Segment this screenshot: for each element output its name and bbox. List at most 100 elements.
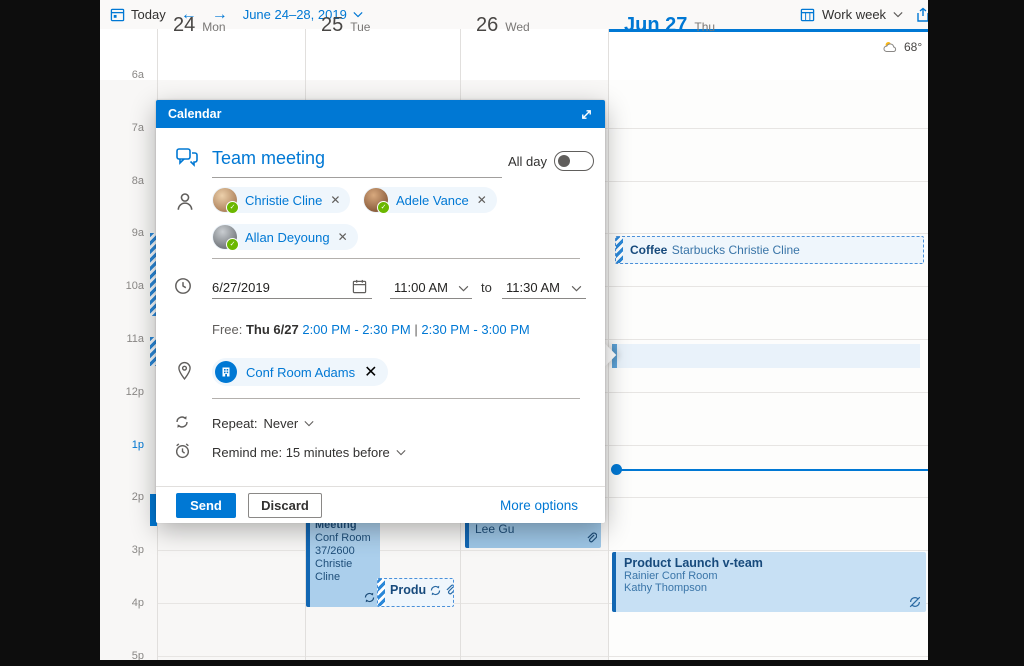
discard-button[interactable]: Discard bbox=[248, 493, 322, 518]
remove-attendee-icon[interactable]: ✕ bbox=[476, 193, 487, 207]
location-pill[interactable]: Conf Room Adams ✕ bbox=[212, 358, 388, 386]
day-header-thu[interactable]: Jun 27 Thu bbox=[624, 14, 715, 37]
reminder-dropdown[interactable]: Remind me: 15 minutes before bbox=[212, 445, 406, 460]
remove-attendee-icon[interactable]: ✕ bbox=[330, 193, 341, 207]
availability-suggestions: Free: Thu 6/27 2:00 PM - 2:30 PM | 2:30 … bbox=[212, 322, 530, 337]
event-title: Coffee bbox=[630, 243, 668, 257]
temperature-label: 68° bbox=[904, 40, 923, 54]
calendar-today-icon bbox=[110, 7, 125, 22]
recurring-icon bbox=[363, 591, 376, 604]
remove-attendee-icon[interactable]: ✕ bbox=[337, 230, 348, 244]
day-number: Jun 27 bbox=[624, 14, 688, 36]
event-product-launch[interactable]: Product Launch v-team Rainier Conf Room … bbox=[612, 552, 926, 612]
location-pin-icon bbox=[176, 361, 193, 381]
more-options-link[interactable]: More options bbox=[500, 498, 579, 513]
clock-icon bbox=[174, 277, 192, 295]
event-location: Rainier Conf Room bbox=[624, 570, 718, 582]
previous-week-button[interactable]: ← bbox=[180, 5, 197, 23]
time-label: 10a bbox=[125, 280, 144, 293]
reminder-icon bbox=[174, 442, 191, 459]
date-field[interactable]: 6/27/2019 bbox=[212, 280, 270, 295]
toolbar-right-group: Work week bbox=[800, 0, 903, 29]
current-time-line bbox=[617, 469, 928, 471]
weather-forecast[interactable]: 68° bbox=[882, 40, 922, 54]
suggested-slot-link[interactable]: 2:00 PM - 2:30 PM bbox=[302, 322, 411, 337]
chevron-down-icon[interactable] bbox=[571, 285, 582, 292]
partly-cloudy-icon bbox=[882, 40, 900, 54]
day-header-wed[interactable]: 26 Wed bbox=[476, 14, 530, 37]
time-label: 12p bbox=[125, 385, 144, 398]
next-week-button[interactable]: → bbox=[211, 5, 228, 23]
chevron-down-icon[interactable] bbox=[893, 11, 903, 18]
popup-titlebar[interactable]: Calendar bbox=[156, 100, 605, 128]
remove-location-icon[interactable]: ✕ bbox=[364, 364, 378, 381]
avatar: ✓ bbox=[364, 188, 390, 214]
all-day-label: All day bbox=[508, 154, 548, 169]
day-header-tue[interactable]: 25 Tue bbox=[321, 14, 370, 37]
tentative-event-edge bbox=[150, 233, 157, 316]
chevron-down-icon bbox=[396, 449, 406, 456]
to-label: to bbox=[481, 280, 492, 295]
share-icon[interactable] bbox=[915, 7, 928, 23]
view-selector[interactable]: Work week bbox=[822, 7, 887, 22]
day-number: 25 bbox=[321, 14, 344, 36]
reminder-label: Remind me: 15 minutes before bbox=[212, 445, 390, 460]
repeat-label: Repeat: bbox=[212, 416, 258, 431]
time-label: 7a bbox=[131, 121, 144, 134]
chevron-down-icon[interactable] bbox=[458, 285, 469, 292]
attendee-name: Adele Vance bbox=[396, 192, 469, 208]
day-name: Mon bbox=[202, 20, 226, 34]
hour-gridline bbox=[157, 603, 928, 604]
week-view-icon bbox=[800, 7, 815, 22]
section-divider bbox=[212, 258, 580, 259]
hour-gridline bbox=[157, 550, 928, 552]
date-field-underline bbox=[212, 298, 372, 299]
event-organizer-line: Cline bbox=[315, 571, 341, 583]
today-button[interactable]: Today bbox=[110, 7, 166, 22]
today-column-accent bbox=[608, 29, 928, 32]
free-day: Thu 6/27 bbox=[245, 322, 299, 337]
time-label: 5p bbox=[131, 649, 144, 660]
date-range-picker[interactable]: June 24–28, 2019 bbox=[243, 7, 363, 22]
title-underline bbox=[212, 177, 502, 178]
new-event-time-slot[interactable] bbox=[612, 344, 920, 368]
day-header-mon[interactable]: 24 Mon bbox=[173, 14, 226, 37]
attendee-pill[interactable]: ✓ Christie Cline ✕ bbox=[212, 187, 351, 214]
all-day-toggle[interactable] bbox=[554, 151, 594, 171]
send-button[interactable]: Send bbox=[176, 493, 236, 518]
day-name: Thu bbox=[694, 20, 716, 34]
event-coffee[interactable]: Coffee Starbucks Christie Cline bbox=[615, 236, 924, 264]
day-name: Wed bbox=[505, 20, 530, 34]
toolbar-left-group: Today ← → June 24–28, 2019 bbox=[110, 0, 363, 29]
popup-footer: Send Discard More options bbox=[156, 486, 605, 523]
event-product-truncated[interactable]: Produ bbox=[377, 578, 454, 607]
location-name: Conf Room Adams bbox=[246, 364, 356, 380]
datepicker-icon[interactable] bbox=[352, 279, 367, 294]
time-label: 11a bbox=[126, 333, 144, 345]
busy-event-edge bbox=[150, 494, 157, 526]
meeting-icon bbox=[175, 146, 199, 168]
current-time-dot bbox=[611, 464, 622, 475]
start-time-field[interactable]: 11:00 AM bbox=[394, 280, 448, 295]
popup-title: Calendar bbox=[168, 107, 222, 121]
presence-available-badge: ✓ bbox=[226, 238, 239, 251]
hour-gridline bbox=[157, 655, 928, 657]
recurring-icon bbox=[429, 584, 442, 597]
attendee-pill[interactable]: ✓ Allan Deyoung ✕ bbox=[212, 224, 358, 251]
section-divider bbox=[212, 398, 580, 399]
avatar: ✓ bbox=[213, 188, 239, 214]
time-label: 4p bbox=[131, 597, 144, 609]
event-title-input[interactable]: Team meeting bbox=[212, 148, 326, 168]
presence-available-badge: ✓ bbox=[377, 201, 390, 214]
event-organizer-line: Christie bbox=[315, 558, 353, 570]
repeat-dropdown[interactable]: Repeat: Never bbox=[212, 416, 314, 431]
time-label: 2p bbox=[131, 491, 144, 504]
attendee-pill[interactable]: ✓ Adele Vance ✕ bbox=[363, 187, 497, 214]
attachment-icon bbox=[445, 584, 453, 597]
repeat-icon bbox=[174, 414, 190, 430]
expand-icon[interactable] bbox=[580, 108, 593, 121]
time-label: 1p bbox=[131, 438, 144, 451]
suggested-slot-link[interactable]: 2:30 PM - 3:00 PM bbox=[421, 322, 530, 337]
end-time-field[interactable]: 11:30 AM bbox=[506, 280, 560, 295]
time-label: 3p bbox=[131, 544, 144, 557]
